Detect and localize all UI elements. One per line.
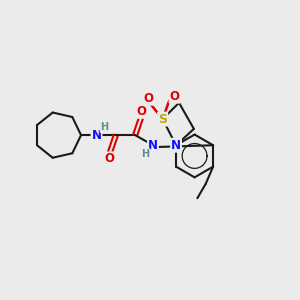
Text: H: H [100, 122, 109, 132]
Text: S: S [158, 112, 167, 126]
Text: O: O [169, 90, 180, 103]
Text: N: N [148, 139, 158, 152]
Text: O: O [104, 152, 114, 165]
Text: O: O [144, 92, 154, 105]
Text: N: N [171, 139, 181, 152]
Text: O: O [137, 105, 147, 118]
Text: H: H [141, 148, 149, 159]
Text: N: N [92, 129, 101, 142]
